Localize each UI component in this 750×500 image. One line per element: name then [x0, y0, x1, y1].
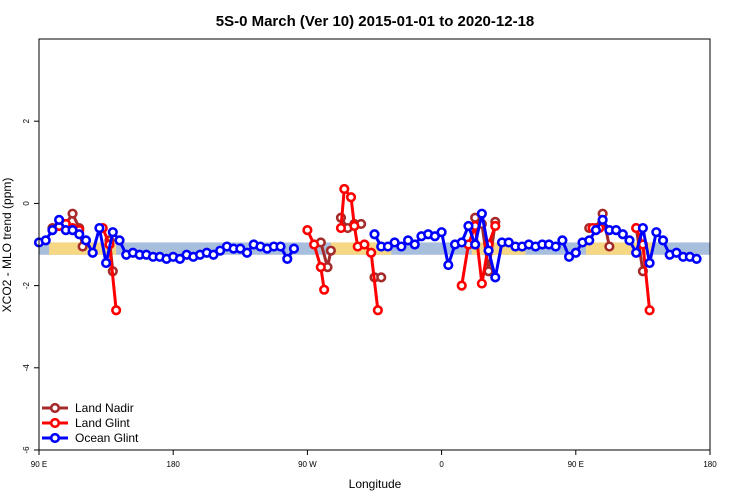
ocean-glint-point-1-28	[557, 235, 568, 246]
ocean-glint-point-1-17	[483, 245, 494, 256]
legend-label-ocean-glint: Ocean Glint	[75, 431, 139, 445]
legend-label-land-nadir: Land Nadir	[75, 401, 134, 415]
ocean-glint-point-1-37	[617, 229, 628, 240]
ocean-glint-point-1-13	[456, 237, 467, 248]
ocean-glint-point-0-10	[100, 257, 112, 269]
land-glint-point-3-6	[366, 247, 377, 258]
ocean-glint-point-1-30	[570, 247, 581, 258]
x-tick-label-2: 90 W	[298, 460, 317, 469]
land-nadir-point-2-2	[325, 245, 336, 256]
land-glint-point-4-0	[456, 280, 467, 291]
ocean-glint-point-0-8	[87, 247, 98, 258]
ocean-glint-point-0-38	[288, 243, 300, 254]
y-axis-label: XCO2 - MLO trend (ppm)	[0, 178, 14, 313]
axes: 90 E 180 90 W 0 90 E 180 -6 -4 -2 0 2	[22, 118, 717, 469]
x-tick-label-1: 180	[167, 460, 181, 469]
ocean-glint-point-0-6	[74, 229, 85, 240]
ocean-glint-point-1-48	[691, 253, 702, 264]
ocean-glint-point-1-10	[436, 227, 447, 238]
x-tick-label-4: 90 E	[568, 460, 584, 469]
y-tick-label-2: -2	[22, 281, 31, 289]
land-glint-point-2-3	[319, 284, 330, 295]
ocean-glint-point-1-27	[550, 241, 561, 252]
plot-frame	[38, 38, 711, 451]
ocean-glint-point-0-31	[241, 247, 253, 258]
land-glint-point-3-2	[345, 192, 357, 203]
ocean-glint-point-1-16	[476, 208, 487, 219]
ocean-glint-point-1-34	[597, 214, 608, 225]
ocean-glint-point-1-11	[443, 259, 454, 271]
ocean-glint-point-0-11	[107, 227, 118, 238]
land-glint-point-2-1	[309, 239, 320, 250]
land-glint-point-3-0	[335, 222, 347, 234]
x-tick-label-0: 90 E	[31, 460, 47, 469]
legend-label-land-glint: Land Glint	[75, 416, 130, 430]
land-nadir-point-4-1	[376, 272, 387, 283]
legend-marker-land-glint	[49, 417, 61, 429]
land-glint-point-3-1	[339, 183, 350, 195]
land-glint-point-4-5	[490, 220, 501, 232]
ocean-glint-point-0-7	[80, 235, 92, 246]
land-glint-point-2-2	[315, 262, 326, 273]
ocean-glint-point-1-39	[631, 247, 642, 258]
ocean-glint-point-1-18	[490, 272, 501, 283]
land-nadir-point-0-3	[67, 208, 78, 219]
ocean-glint-point-1-0	[369, 229, 380, 240]
series-ocean-glint	[33, 208, 702, 283]
legend-marker-ocean-glint	[49, 432, 61, 444]
legend-marker-land-nadir	[49, 402, 61, 414]
series-layer	[33, 183, 702, 316]
ocean-glint-point-0-9	[94, 222, 105, 234]
ocean-glint-point-1-42	[651, 227, 662, 238]
land-nadir-point-6-3	[604, 241, 615, 252]
ocean-glint-point-0-2	[47, 225, 58, 236]
land-glint-point-3-7	[372, 305, 383, 316]
ocean-glint-point-1-14	[463, 220, 474, 232]
x-tick-label-3: 0	[439, 460, 444, 469]
ocean-glint-point-1-40	[637, 222, 649, 234]
ocean-glint-point-1-6	[409, 239, 420, 250]
chart-title: 5S-0 March (Ver 10) 2015-01-01 to 2020-1…	[216, 13, 535, 30]
land-glint-point-3-3	[349, 220, 360, 232]
ocean-glint-point-0-3	[54, 214, 65, 225]
y-tick-label-4: 2	[22, 118, 31, 123]
ocean-glint-point-1-33	[590, 225, 602, 236]
x-tick-label-5: 180	[703, 460, 717, 469]
land-glint-point-3-5	[359, 239, 370, 250]
ocean-glint-point-1-38	[624, 235, 635, 246]
land-glint-line-2	[306, 229, 326, 290]
ocean-glint-point-0-1	[40, 235, 51, 246]
land-glint-point-6-2	[644, 305, 655, 316]
x-axis-label: Longitude	[349, 477, 402, 491]
ocean-glint-point-1-4	[396, 241, 407, 252]
ocean-glint-point-1-32	[584, 235, 595, 246]
ocean-glint-point-0-37	[282, 253, 293, 264]
ocean-glint-point-0-36	[275, 241, 286, 252]
y-tick-label-0: -6	[22, 446, 31, 454]
y-tick-label-3: 0	[22, 201, 31, 206]
ocean-glint-point-1-41	[644, 257, 655, 269]
ocean-glint-point-1-43	[657, 235, 669, 246]
ocean-glint-point-1-15	[470, 239, 481, 250]
y-tick-label-1: -4	[22, 364, 31, 372]
land-glint-point-4-3	[476, 278, 487, 289]
ocean-glint-point-0-12	[114, 235, 125, 246]
land-glint-point-1-2	[111, 305, 122, 316]
land-glint-point-2-0	[302, 225, 313, 236]
